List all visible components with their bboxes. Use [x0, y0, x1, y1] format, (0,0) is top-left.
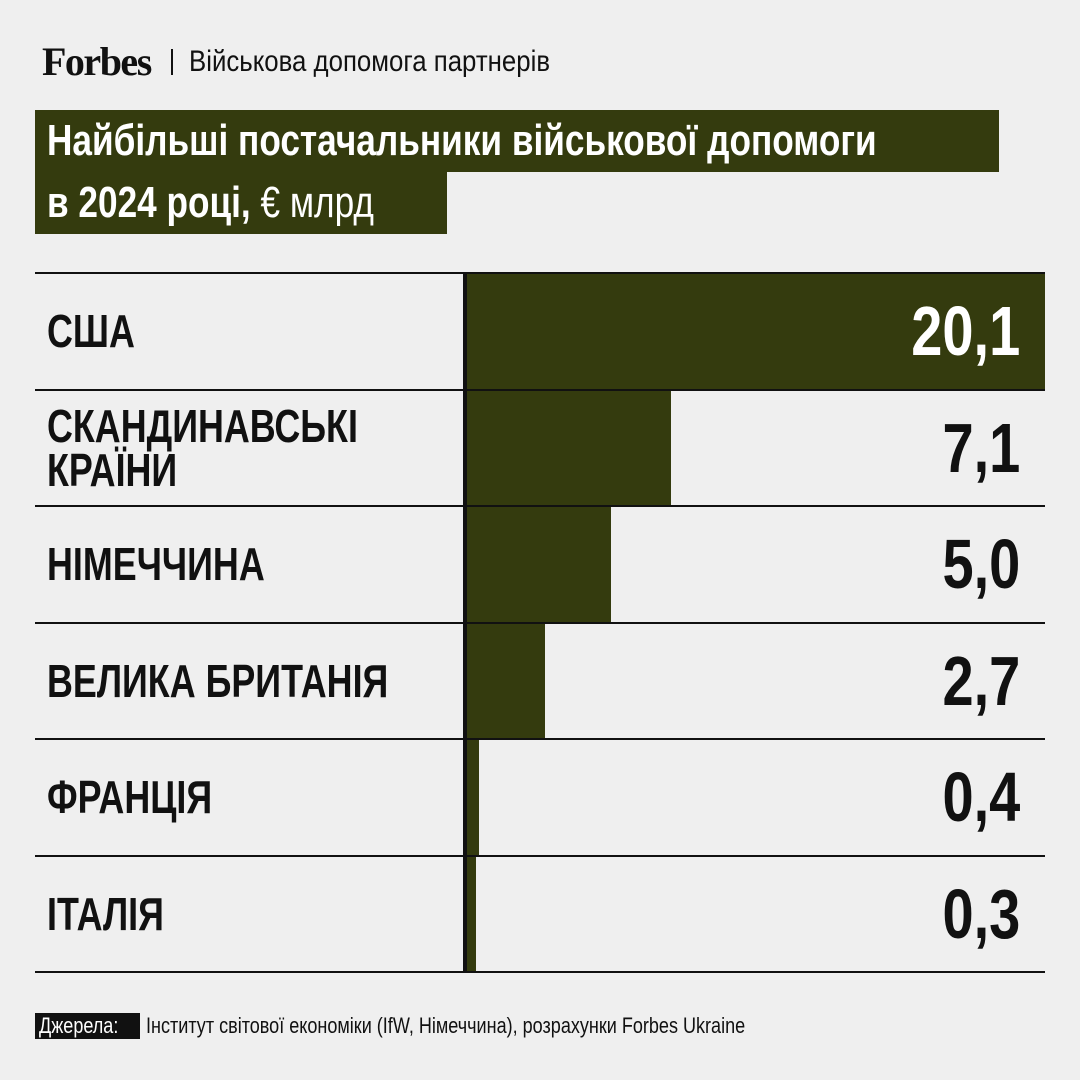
title-line-2: в 2024 році, € млрд: [35, 172, 447, 234]
title-year: в 2024 році,: [47, 178, 251, 227]
source-footer: Джерела: Інститут світової економіки (If…: [35, 1013, 876, 1039]
value-label: 0,3: [942, 874, 1020, 953]
value-label: 20,1: [911, 292, 1020, 371]
row-divider: [35, 621, 1045, 624]
bar: [467, 274, 1045, 389]
title-line-1: Найбільші постачальники військової допом…: [35, 110, 999, 172]
row-divider: [35, 388, 1045, 391]
category-label: ІТАЛІЯ: [47, 887, 164, 940]
value-label: 0,4: [942, 758, 1020, 837]
bar: [467, 507, 611, 622]
forbes-logo: Forbes: [42, 39, 152, 84]
source-label-text: Джерела:: [39, 1013, 119, 1038]
row-divider: [35, 854, 1045, 857]
bar: [467, 623, 545, 738]
category-label: ВЕЛИКА БРИТАНІЯ: [47, 654, 389, 707]
header-divider: [170, 49, 173, 75]
row-divider: [35, 738, 1045, 740]
chart-title: Найбільші постачальники військової допом…: [35, 110, 999, 234]
baseline-axis: [463, 273, 467, 973]
bar: [467, 740, 479, 855]
title-unit: € млрд: [260, 178, 374, 227]
value-label: 2,7: [942, 641, 1020, 720]
header: Forbes Військова допомога партнерів: [42, 40, 609, 84]
title-line-1-text: Найбільші постачальники військової допом…: [47, 116, 877, 165]
title-line-2-text: в 2024 році, € млрд: [47, 172, 374, 234]
category-label: США: [47, 305, 135, 358]
value-label: 5,0: [942, 525, 1020, 604]
category-label: НІМЕЧЧИНА: [47, 538, 265, 591]
row-divider: [35, 971, 1045, 973]
value-label: 7,1: [942, 408, 1020, 487]
source-text: Інститут світової економіки (IfW, Німечч…: [145, 1013, 745, 1038]
bar: [467, 856, 476, 971]
row-divider: [35, 272, 1045, 274]
row-divider: [35, 505, 1045, 507]
source-label: Джерела:: [35, 1013, 140, 1039]
rubric-title: Військова допомога партнерів: [188, 45, 550, 78]
category-label: СКАНДИНАВСЬКІ КРАЇНИ: [47, 399, 358, 496]
category-label: ФРАНЦІЯ: [47, 771, 213, 824]
bar: [467, 390, 672, 505]
